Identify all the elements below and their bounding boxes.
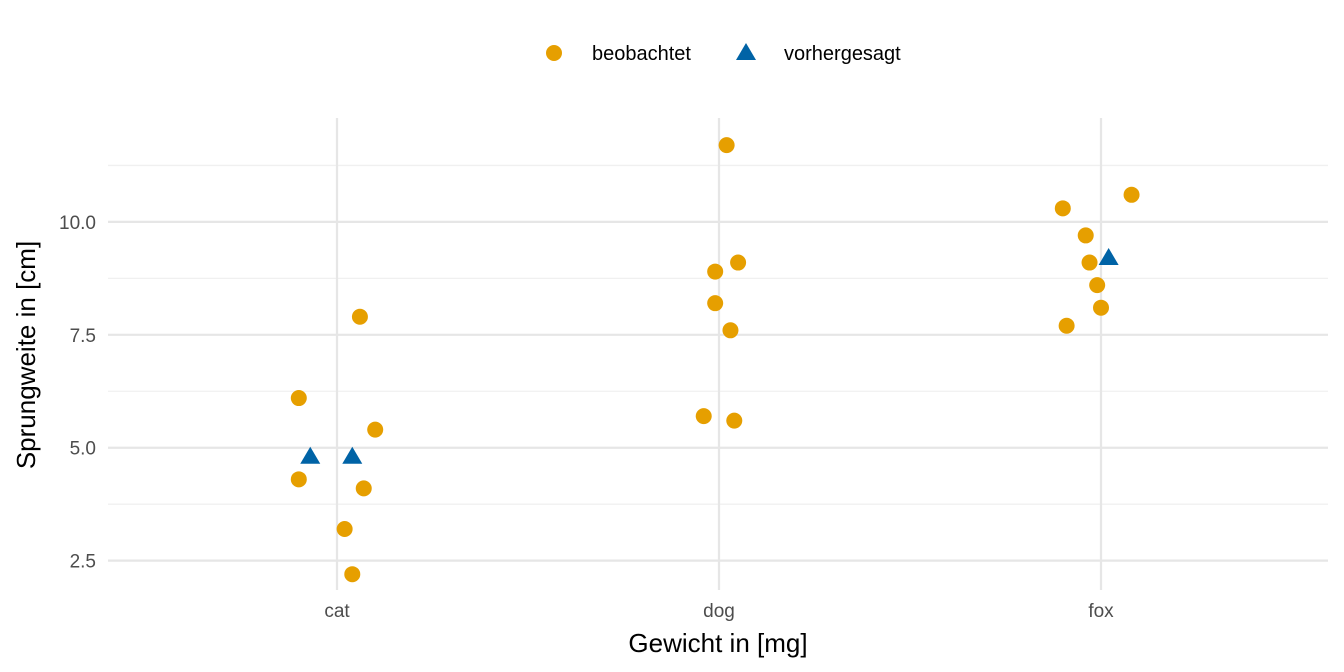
point-vorhergesagt — [300, 446, 321, 464]
y-tick-label: 7.5 — [70, 326, 96, 347]
point-beobachtet — [707, 295, 724, 312]
y-tick-label: 10.0 — [59, 213, 96, 234]
y-tick-label: 5.0 — [70, 439, 96, 460]
x-tick-label: cat — [324, 601, 350, 622]
point-beobachtet — [730, 254, 747, 271]
y-axis-title: Sprungweite in [cm] — [11, 241, 41, 469]
point-beobachtet — [707, 263, 724, 280]
y-tick-label: 2.5 — [70, 552, 96, 573]
x-axis-title: Gewicht in [mg] — [628, 628, 807, 658]
grid-lines — [108, 118, 1328, 590]
y-axis-ticks: 2.5 5.0 7.5 10.0 — [59, 213, 96, 573]
point-beobachtet — [1093, 299, 1109, 316]
point-beobachtet — [1081, 254, 1098, 271]
legend-marker-beobachtet — [546, 45, 562, 61]
point-beobachtet — [367, 421, 384, 438]
legend-label-beobachtet: beobachtet — [592, 43, 691, 65]
point-beobachtet — [726, 412, 743, 429]
point-beobachtet — [718, 137, 735, 154]
point-beobachtet — [351, 308, 368, 325]
point-beobachtet — [722, 322, 739, 339]
point-beobachtet — [1077, 227, 1094, 244]
point-beobachtet — [1058, 317, 1075, 334]
point-beobachtet — [290, 471, 307, 488]
point-beobachtet — [344, 566, 361, 583]
point-vorhergesagt — [342, 446, 363, 464]
legend: beobachtet vorhergesagt — [546, 43, 901, 65]
legend-label-vorhergesagt: vorhergesagt — [784, 43, 901, 65]
point-beobachtet — [695, 408, 712, 425]
x-axis-ticks: cat dog fox — [324, 601, 1114, 622]
point-beobachtet — [355, 480, 372, 497]
x-tick-label: fox — [1088, 601, 1114, 622]
point-vorhergesagt — [1098, 248, 1119, 266]
data-points — [290, 137, 1140, 583]
point-beobachtet — [290, 390, 307, 407]
point-beobachtet — [336, 521, 353, 538]
point-beobachtet — [1054, 200, 1071, 217]
x-tick-label: dog — [703, 601, 735, 622]
point-beobachtet — [1123, 186, 1140, 203]
point-beobachtet — [1089, 277, 1106, 294]
legend-marker-vorhergesagt — [736, 43, 756, 60]
